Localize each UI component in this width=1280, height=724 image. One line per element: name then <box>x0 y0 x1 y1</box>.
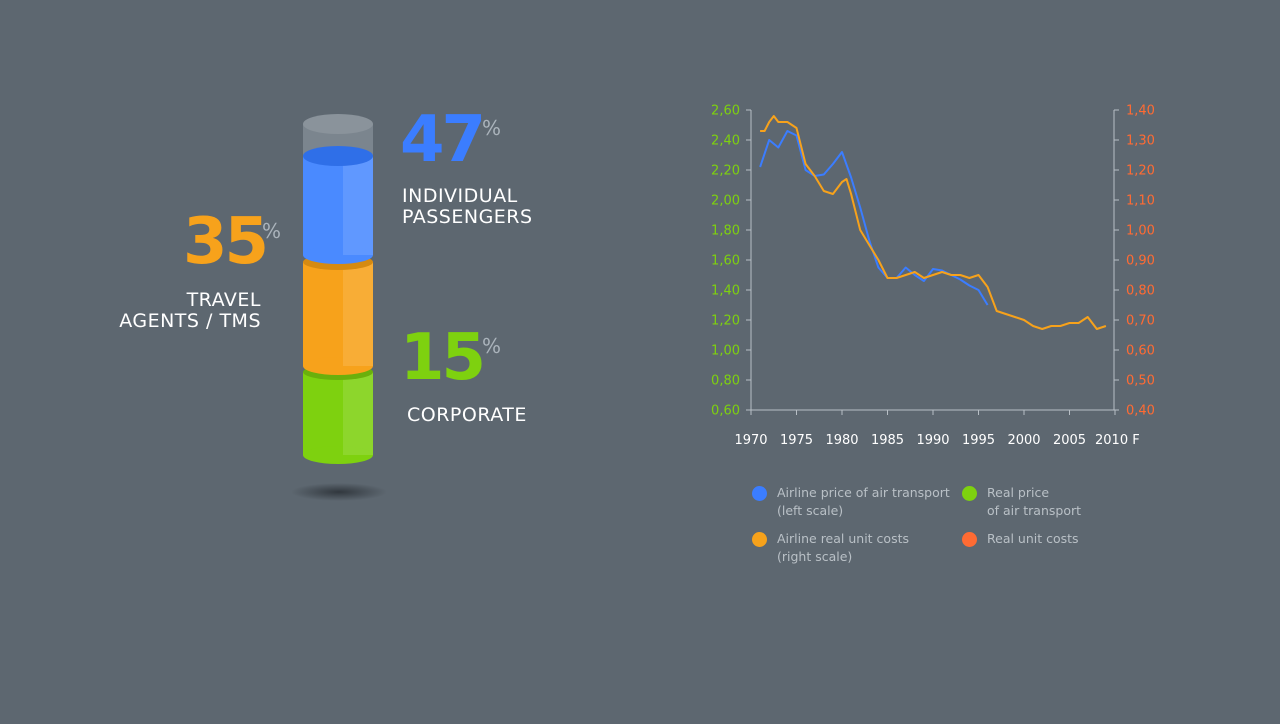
percent-individual: 47 <box>400 103 486 177</box>
right-axis-tick-label: 1,40 <box>1126 104 1155 119</box>
x-axis-tick-label: 1995 <box>962 433 995 448</box>
x-axis-tick-label: 2010 F <box>1095 433 1140 448</box>
percent-sign-corporate: % <box>482 334 502 358</box>
legend-label: Real price of air transport <box>987 485 1082 518</box>
cylinder-shadow <box>291 483 387 501</box>
x-axis-tick-label: 1975 <box>780 433 813 448</box>
left-axis-tick-label: 2,60 <box>711 104 740 119</box>
label-corporate: CORPORATE <box>407 404 527 426</box>
x-axis-tick-label: 2000 <box>1007 433 1040 448</box>
cylinder-segment-travel <box>303 254 373 375</box>
left-axis-tick-label: 2,40 <box>711 134 740 149</box>
left-axis-tick-label: 0,60 <box>711 404 740 419</box>
cylinder-segment-corporate <box>303 364 373 464</box>
left-axis-tick-label: 1,00 <box>711 344 740 359</box>
percent-corporate: 15 <box>400 321 486 395</box>
legend-dot <box>962 486 977 501</box>
x-axis-tick-label: 1990 <box>916 433 949 448</box>
legend-dot <box>962 532 977 547</box>
right-axis-tick-label: 1,30 <box>1126 134 1155 149</box>
right-axis-tick-label: 0,50 <box>1126 374 1155 389</box>
label-travel: TRAVEL AGENTS / TMS <box>119 289 261 332</box>
percent-travel: 35 <box>183 205 269 279</box>
legend-dot <box>752 486 767 501</box>
right-axis-tick-label: 0,60 <box>1126 344 1155 359</box>
legend-item: Real price of air transport <box>962 484 1081 520</box>
left-axis-tick-label: 1,80 <box>711 224 740 239</box>
left-axis-tick-label: 2,20 <box>711 164 740 179</box>
right-axis-tick-label: 0,40 <box>1126 404 1155 419</box>
x-axis-tick-label: 1985 <box>871 433 904 448</box>
legend-item: Real unit costs <box>962 530 1079 548</box>
right-axis-tick-label: 0,90 <box>1126 254 1155 269</box>
legend-item: Airline price of air transport (left scal… <box>752 484 950 520</box>
cylinder-segment-individual <box>303 146 373 264</box>
legend-item: Airline real unit costs (right scale) <box>752 530 909 566</box>
legend-label: Real unit costs <box>987 531 1079 546</box>
left-axis-tick-label: 1,20 <box>711 314 740 329</box>
right-axis-tick-label: 1,10 <box>1126 194 1155 209</box>
right-axis-tick-label: 1,00 <box>1126 224 1155 239</box>
left-axis-tick-label: 0,80 <box>711 374 740 389</box>
label-individual: INDIVIDUAL PASSENGERS <box>402 185 533 228</box>
percent-sign-individual: % <box>482 116 502 140</box>
right-axis-tick-label: 0,80 <box>1126 284 1155 299</box>
series-line-0 <box>759 130 989 306</box>
left-axis-tick-label: 1,60 <box>711 254 740 269</box>
left-axis-tick-label: 2,00 <box>711 194 740 209</box>
series-line-1 <box>760 115 1107 330</box>
left-axis-tick-label: 1,40 <box>711 284 740 299</box>
x-axis-tick-label: 1980 <box>825 433 858 448</box>
x-axis-tick-label: 1970 <box>734 433 767 448</box>
legend-dot <box>752 532 767 547</box>
cylinder-glass-top <box>303 114 373 134</box>
right-axis-tick-label: 0,70 <box>1126 314 1155 329</box>
right-axis-tick-label: 1,20 <box>1126 164 1155 179</box>
legend-label: Airline real unit costs (right scale) <box>777 531 909 564</box>
percent-sign-travel: % <box>262 219 282 243</box>
legend-label: Airline price of air transport (left scal… <box>777 485 950 518</box>
x-axis-tick-label: 2005 <box>1053 433 1086 448</box>
